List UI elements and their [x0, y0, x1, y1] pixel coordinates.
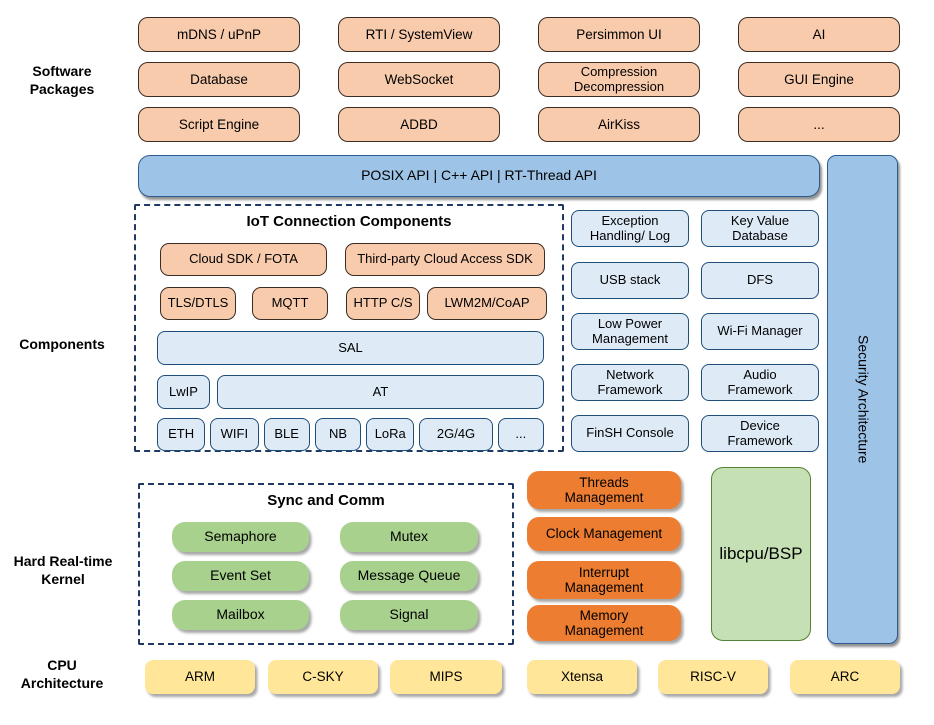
kernel-mutex: Mutex — [340, 522, 478, 552]
kernel-interrupt-management: Interrupt Management — [527, 561, 681, 599]
iot-lwm2m-coap: LWM2M/CoAP — [427, 287, 547, 320]
kernel-event-set: Event Set — [172, 561, 309, 591]
comp-wifi-manager: Wi-Fi Manager — [701, 313, 819, 350]
pkg-script-engine: Script Engine — [138, 107, 300, 142]
sync-and-comm-group: Sync and Comm Semaphore Mutex Event Set … — [138, 483, 514, 645]
comp-usb-stack: USB stack — [571, 262, 689, 299]
pkg-persimmon-ui: Persimmon UI — [538, 17, 700, 52]
iot-link-2g4g: 2G/4G — [419, 418, 493, 451]
iot-link-nb: NB — [314, 418, 362, 451]
iot-sal: SAL — [157, 331, 544, 365]
iot-link-wifi: WIFI — [210, 418, 259, 451]
cpu-xtensa: Xtensa — [527, 660, 637, 694]
cpu-c-sky: C-SKY — [268, 660, 378, 694]
iot-link-lora: LoRa — [366, 418, 415, 451]
pkg-rti-systemview: RTI / SystemView — [338, 17, 500, 52]
pkg-websocket: WebSocket — [338, 62, 500, 97]
kernel-semaphore: Semaphore — [172, 522, 309, 552]
iot-lwip: LwIP — [157, 375, 210, 409]
kernel-signal: Signal — [340, 600, 478, 630]
iot-link-more: ... — [497, 418, 544, 451]
pkg-database: Database — [138, 62, 300, 97]
software-packages-label: Software Packages — [29, 62, 95, 97]
iot-mqtt: MQTT — [252, 287, 328, 320]
sync-and-comm-title: Sync and Comm — [267, 492, 385, 509]
kernel-clock-management: Clock Management — [527, 517, 681, 551]
comp-audio-framework: Audio Framework — [701, 364, 819, 401]
pkg-mdns-upnp: mDNS / uPnP — [138, 17, 300, 52]
cpu-mips: MIPS — [390, 660, 502, 694]
pkg-compression-decompression: Compression Decompression — [538, 62, 700, 97]
components-label: Components — [19, 335, 105, 352]
iot-link-eth: ETH — [157, 418, 206, 451]
iot-third-party-cloud-sdk: Third-party Cloud Access SDK — [345, 243, 545, 276]
comp-exception-handling-log: Exception Handling/ Log — [571, 210, 689, 247]
kernel-threads-management: Threads Management — [527, 471, 681, 509]
pkg-ai: AI — [738, 17, 900, 52]
iot-http-cs: HTTP C/S — [346, 287, 420, 320]
cpu-architecture-label: CPU Architecture — [20, 656, 104, 691]
comp-dfs: DFS — [701, 262, 819, 299]
iot-tls-dtls: TLS/DTLS — [160, 287, 236, 320]
pkg-airkiss: AirKiss — [538, 107, 700, 142]
iot-link-ble: BLE — [263, 418, 310, 451]
iot-group-title: IoT Connection Components — [246, 213, 452, 230]
iot-at: AT — [217, 375, 544, 409]
comp-key-value-database: Key Value Database — [701, 210, 819, 247]
comp-device-framework: Device Framework — [701, 415, 819, 452]
kernel-message-queue: Message Queue — [340, 561, 478, 591]
iot-links-row: ETH WIFI BLE NB LoRa 2G/4G ... — [157, 418, 544, 451]
api-bar: POSIX API | C++ API | RT-Thread API — [138, 155, 820, 197]
comp-network-framework: Network Framework — [571, 364, 689, 401]
comp-finsh-console: FinSH Console — [571, 415, 689, 452]
security-architecture-bar: Security Architecture — [827, 155, 898, 644]
kernel-memory-management: Memory Management — [527, 605, 681, 641]
pkg-gui-engine: GUI Engine — [738, 62, 900, 97]
pkg-more: ... — [738, 107, 900, 142]
cpu-arc: ARC — [790, 660, 900, 694]
cpu-arm: ARM — [145, 660, 255, 694]
kernel-mailbox: Mailbox — [172, 600, 309, 630]
cpu-risc-v: RISC-V — [658, 660, 768, 694]
pkg-adbd: ADBD — [338, 107, 500, 142]
kernel-label: Hard Real-time Kernel — [13, 552, 113, 587]
kernel-libcpu-bsp: libcpu/BSP — [711, 467, 811, 641]
iot-connection-components-group: IoT Connection Components Cloud SDK / FO… — [134, 204, 564, 452]
iot-cloud-sdk-fota: Cloud SDK / FOTA — [160, 243, 327, 276]
comp-low-power-management: Low Power Management — [571, 313, 689, 350]
